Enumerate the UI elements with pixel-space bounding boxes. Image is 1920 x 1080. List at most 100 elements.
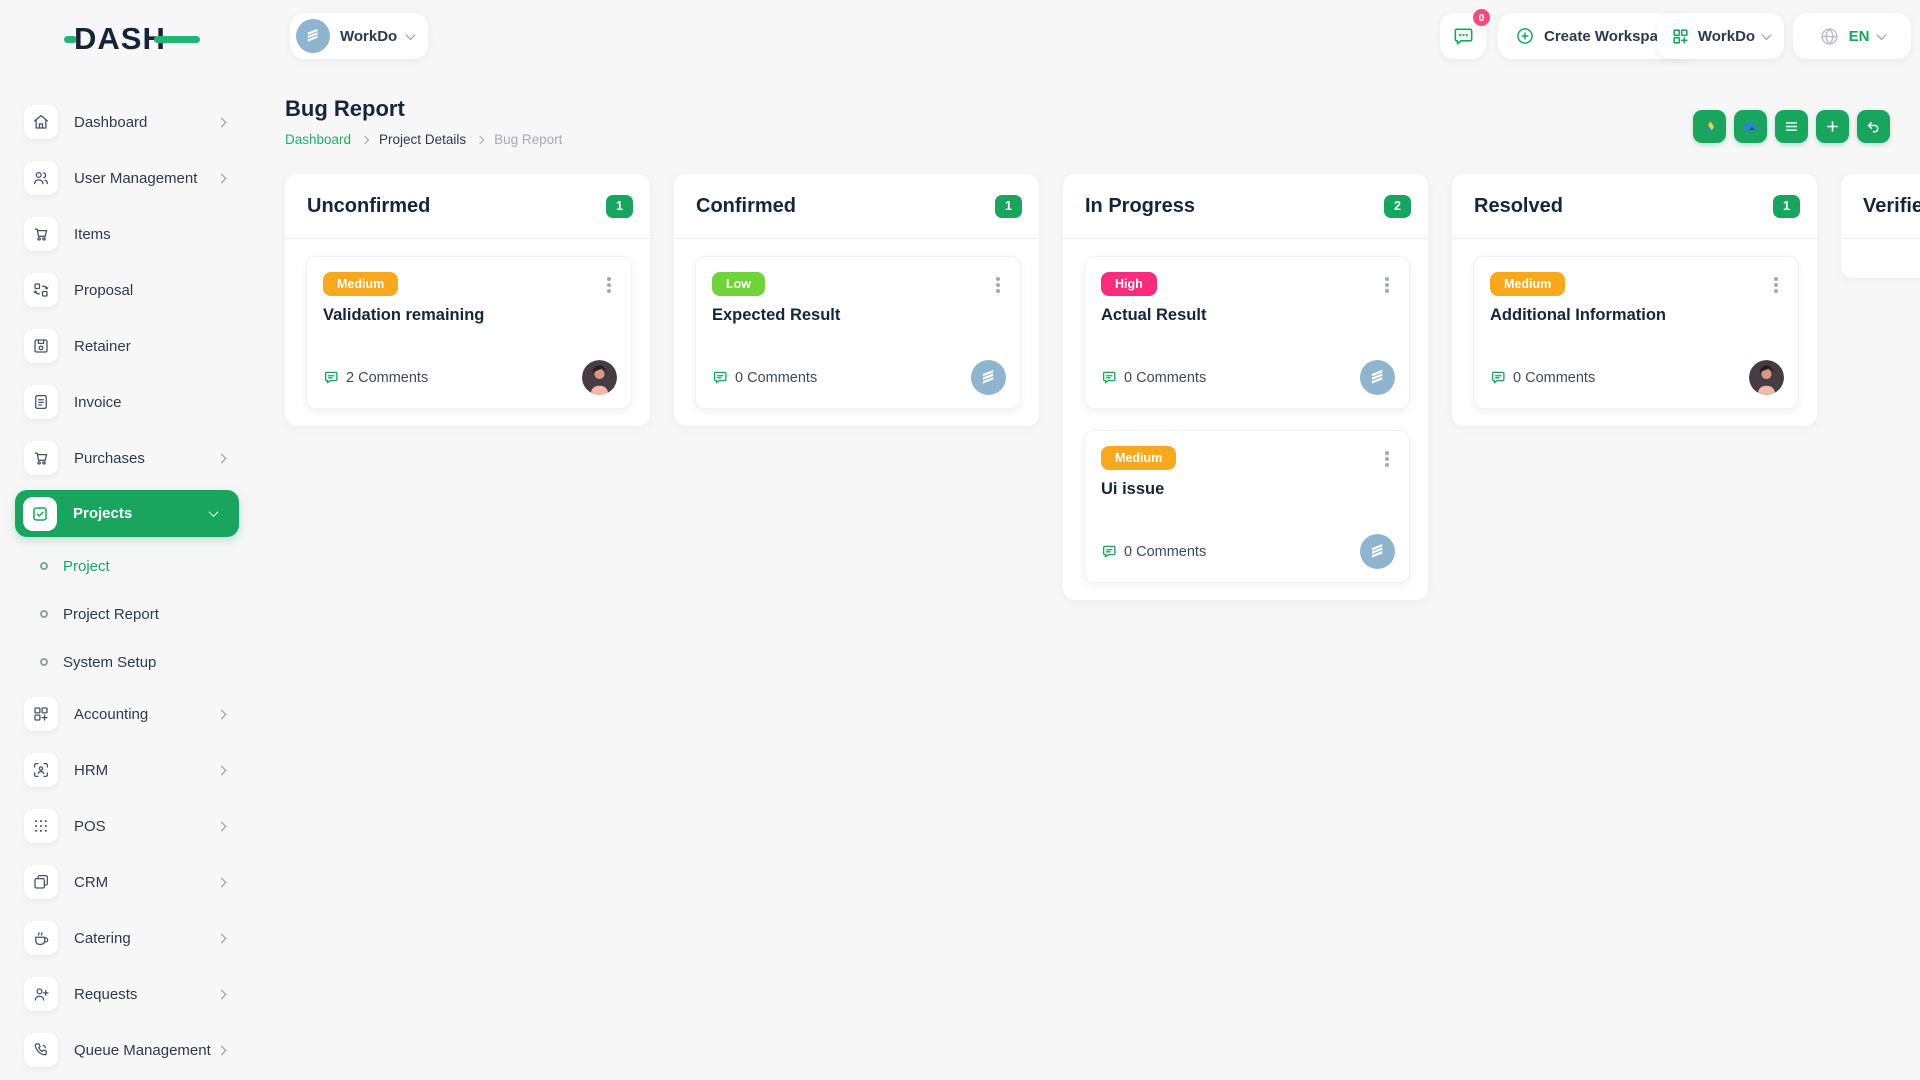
- priority-badge: Medium: [323, 272, 399, 296]
- breadcrumb-current: Bug Report: [494, 132, 563, 147]
- card-footer: 2 Comments: [323, 360, 617, 395]
- task-card[interactable]: Medium Additional Information 0 Comments: [1473, 256, 1799, 409]
- priority-badge: Medium: [1101, 446, 1177, 470]
- comment-icon: [1101, 543, 1119, 561]
- sidebar-item-user-management[interactable]: User Management: [0, 161, 257, 195]
- bullet-icon: [40, 562, 48, 570]
- sidebar-item-dashboard[interactable]: Dashboard: [0, 105, 257, 139]
- column-body: Low Expected Result 0 Comments: [674, 239, 1039, 425]
- sidebar-item-items[interactable]: Items: [0, 217, 257, 251]
- sidebar-subitem-system-setup[interactable]: System Setup: [0, 651, 257, 673]
- sidebar-item-accounting[interactable]: Accounting: [0, 697, 257, 731]
- comment-icon: [1101, 369, 1119, 387]
- language-code: EN: [1848, 27, 1870, 45]
- logo-text: DASH: [74, 21, 166, 56]
- breadcrumb-project-details-link[interactable]: Project Details: [379, 132, 467, 147]
- app-switcher-dropdown[interactable]: WorkDo: [1657, 13, 1784, 59]
- assignee-avatar: [971, 360, 1006, 395]
- sidebar-item-proposal[interactable]: Proposal: [0, 273, 257, 307]
- back-button[interactable]: [1857, 110, 1890, 143]
- sidebar-subitem-project-report[interactable]: Project Report: [0, 603, 257, 625]
- sidebar-item-invoice[interactable]: Invoice: [0, 385, 257, 419]
- card-footer: 0 Comments: [1490, 360, 1784, 395]
- column-count-badge: 1: [606, 194, 633, 218]
- card-menu-icon[interactable]: [607, 283, 611, 287]
- list-icon: [1783, 118, 1800, 135]
- breadcrumb-dashboard-link[interactable]: Dashboard: [285, 132, 352, 147]
- chevron-right-icon: [216, 453, 227, 463]
- card-title: Expected Result: [712, 306, 841, 324]
- card-menu-icon[interactable]: [1385, 283, 1389, 287]
- google-drive-button[interactable]: [1693, 110, 1726, 143]
- sidebar-item-catering[interactable]: Catering: [0, 921, 257, 955]
- chevron-right-icon: [216, 173, 227, 183]
- column-header: Verified: [1841, 174, 1920, 239]
- workspace-selector[interactable]: WorkDo: [290, 13, 429, 59]
- messages-button[interactable]: 0: [1440, 7, 1492, 59]
- kanban-column-in-progress: In Progress 2 High Actual Result 0 Comme…: [1063, 174, 1428, 600]
- sidebar-item-queue-management[interactable]: Queue Management: [0, 1033, 257, 1067]
- globe-icon: [1819, 26, 1840, 47]
- priority-badge: High: [1101, 272, 1157, 296]
- sidebar-item-crm[interactable]: CRM: [0, 865, 257, 899]
- comment-count: 0 Comments: [735, 369, 818, 386]
- column-body: Medium Additional Information 0 Comments: [1452, 239, 1817, 425]
- home-icon: [24, 105, 58, 139]
- chevron-down-icon: [1876, 29, 1887, 40]
- chevron-right-icon: [216, 117, 227, 127]
- column-body: [1841, 239, 1920, 272]
- invoice-icon: [24, 385, 58, 419]
- chevron-right-icon: [216, 877, 227, 887]
- sidebar-item-retainer[interactable]: Retainer: [0, 329, 257, 363]
- kanban-column-unconfirmed: Unconfirmed 1 Medium Validation remainin…: [285, 174, 650, 426]
- card-title: Additional Information: [1490, 306, 1666, 324]
- priority-badge: Low: [712, 272, 765, 296]
- chevron-right-icon: [216, 933, 227, 943]
- card-title: Validation remaining: [323, 306, 485, 324]
- dots-grid-icon: [24, 809, 58, 843]
- list-view-button[interactable]: [1775, 110, 1808, 143]
- comment-icon: [1490, 369, 1508, 387]
- chevron-right-icon: [475, 135, 485, 144]
- priority-badge: Medium: [1490, 272, 1566, 296]
- card-title: Actual Result: [1101, 306, 1207, 324]
- sidebar-item-hrm[interactable]: HRM: [0, 753, 257, 787]
- chevron-right-icon: [216, 1045, 227, 1055]
- assignee-avatar: [1360, 360, 1395, 395]
- card-footer: 0 Comments: [1101, 360, 1395, 395]
- checkbox-icon: [23, 496, 57, 531]
- column-header: Unconfirmed 1: [285, 174, 650, 239]
- language-dropdown[interactable]: EN: [1793, 13, 1911, 59]
- add-stage-button[interactable]: [1816, 110, 1849, 143]
- comment-icon: [712, 369, 730, 387]
- sidebar-item-projects-active[interactable]: Projects: [15, 490, 239, 537]
- google-drive-icon: [1701, 118, 1719, 136]
- workspace-avatar: [296, 19, 330, 53]
- task-card[interactable]: High Actual Result 0 Comments: [1084, 256, 1410, 409]
- sidebar-subitem-project[interactable]: Project: [0, 555, 257, 577]
- assignee-avatar: [1749, 360, 1784, 395]
- card-menu-icon[interactable]: [1774, 283, 1778, 287]
- brand-logo[interactable]: DASH: [64, 21, 200, 57]
- create-workspace-label: Create Workspace: [1544, 27, 1675, 45]
- cart-icon: [24, 217, 58, 251]
- card-footer: 0 Comments: [1101, 534, 1395, 569]
- sidebar-item-requests[interactable]: Requests: [0, 977, 257, 1011]
- breadcrumb: Dashboard Project Details Bug Report: [285, 132, 562, 147]
- floppy-icon: [24, 329, 58, 363]
- card-footer: 0 Comments: [712, 360, 1006, 395]
- card-menu-icon[interactable]: [1385, 457, 1389, 461]
- windows-icon: [24, 865, 58, 899]
- sidebar-item-pos[interactable]: POS: [0, 809, 257, 843]
- column-body: Medium Validation remaining 2 Comments: [285, 239, 650, 425]
- onedrive-button[interactable]: [1734, 110, 1767, 143]
- top-header: DASH WorkDo 0 Create Workspace: [0, 0, 1920, 72]
- card-menu-icon[interactable]: [996, 283, 1000, 287]
- task-card[interactable]: Low Expected Result 0 Comments: [695, 256, 1021, 409]
- task-card[interactable]: Medium Ui issue 0 Comments: [1084, 430, 1410, 583]
- chevron-right-icon: [216, 989, 227, 999]
- task-card[interactable]: Medium Validation remaining 2 Comments: [306, 256, 632, 409]
- onedrive-icon: [1741, 117, 1760, 136]
- sidebar-item-purchases[interactable]: Purchases: [0, 441, 257, 475]
